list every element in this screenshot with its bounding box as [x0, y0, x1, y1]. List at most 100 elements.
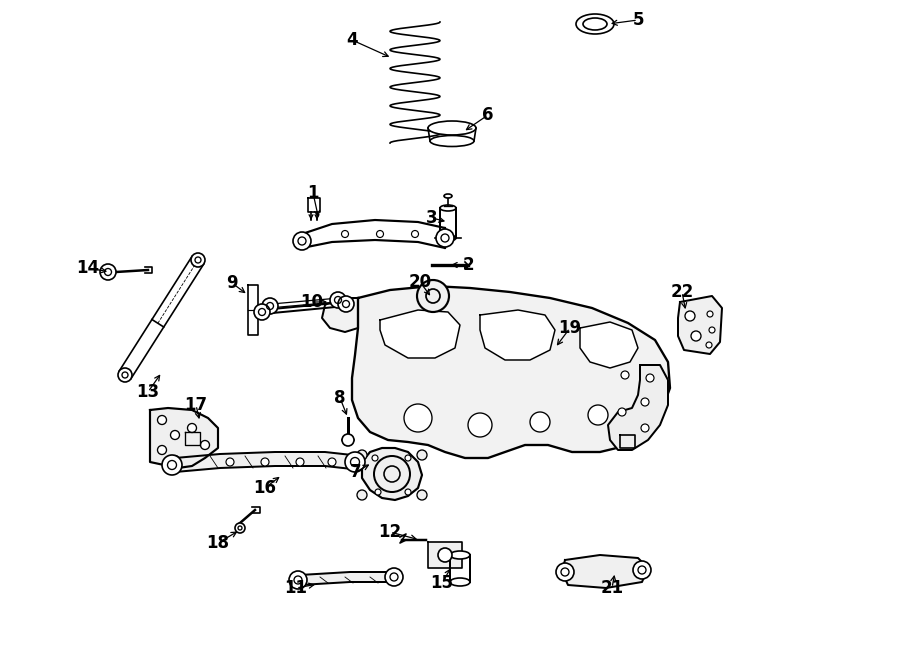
Text: 1: 1 — [307, 184, 319, 202]
Circle shape — [341, 231, 348, 237]
Polygon shape — [380, 310, 460, 358]
Circle shape — [375, 489, 381, 495]
Text: 16: 16 — [254, 479, 276, 497]
Text: 17: 17 — [184, 396, 208, 414]
Circle shape — [201, 440, 210, 449]
Circle shape — [385, 568, 403, 586]
Circle shape — [438, 548, 452, 562]
Polygon shape — [302, 220, 445, 248]
Polygon shape — [150, 408, 218, 468]
Circle shape — [158, 416, 166, 424]
Circle shape — [468, 413, 492, 437]
Polygon shape — [562, 555, 648, 588]
Text: 21: 21 — [600, 579, 624, 597]
Circle shape — [709, 327, 715, 333]
Polygon shape — [480, 310, 555, 360]
Text: 10: 10 — [301, 293, 323, 311]
Polygon shape — [428, 542, 462, 568]
Circle shape — [411, 231, 418, 237]
Circle shape — [226, 458, 234, 466]
Polygon shape — [322, 298, 358, 332]
Text: 5: 5 — [632, 11, 644, 29]
Circle shape — [405, 489, 411, 495]
Text: 4: 4 — [346, 31, 358, 49]
Text: 11: 11 — [284, 579, 308, 597]
Circle shape — [417, 490, 427, 500]
Circle shape — [530, 412, 550, 432]
Circle shape — [374, 456, 410, 492]
Circle shape — [170, 430, 179, 440]
Circle shape — [417, 280, 449, 312]
Circle shape — [646, 374, 654, 382]
Text: 22: 22 — [670, 283, 694, 301]
Text: 18: 18 — [206, 534, 230, 552]
Circle shape — [685, 311, 695, 321]
Circle shape — [691, 331, 701, 341]
Circle shape — [618, 408, 626, 416]
Text: 13: 13 — [137, 383, 159, 401]
Circle shape — [187, 424, 196, 432]
Circle shape — [170, 455, 179, 465]
Text: 8: 8 — [334, 389, 346, 407]
Circle shape — [706, 342, 712, 348]
Circle shape — [357, 490, 367, 500]
Circle shape — [372, 455, 378, 461]
Text: 9: 9 — [226, 274, 238, 292]
Circle shape — [588, 405, 608, 425]
Circle shape — [633, 561, 651, 579]
Text: 3: 3 — [427, 209, 437, 227]
Polygon shape — [175, 452, 352, 472]
Polygon shape — [678, 296, 722, 354]
Circle shape — [289, 571, 307, 589]
Circle shape — [641, 398, 649, 406]
Circle shape — [293, 232, 311, 250]
Circle shape — [404, 404, 432, 432]
Ellipse shape — [444, 194, 452, 198]
Text: 2: 2 — [463, 256, 473, 274]
Circle shape — [436, 229, 454, 247]
Polygon shape — [580, 322, 638, 368]
Circle shape — [100, 264, 116, 280]
Circle shape — [330, 292, 346, 308]
Ellipse shape — [440, 205, 456, 211]
Polygon shape — [608, 365, 668, 450]
Circle shape — [556, 563, 574, 581]
Ellipse shape — [450, 551, 470, 559]
Circle shape — [342, 434, 354, 446]
Ellipse shape — [576, 14, 614, 34]
Circle shape — [158, 446, 166, 455]
Polygon shape — [262, 296, 346, 314]
Circle shape — [641, 424, 649, 432]
Ellipse shape — [450, 578, 470, 586]
Circle shape — [254, 304, 270, 320]
Circle shape — [338, 296, 354, 312]
Circle shape — [296, 458, 304, 466]
Circle shape — [357, 450, 367, 460]
Text: 12: 12 — [378, 523, 401, 541]
Text: 6: 6 — [482, 106, 494, 124]
Circle shape — [261, 458, 269, 466]
Text: 7: 7 — [350, 463, 362, 481]
Text: 15: 15 — [430, 574, 454, 592]
Circle shape — [191, 253, 205, 267]
Circle shape — [417, 450, 427, 460]
Circle shape — [328, 458, 336, 466]
Circle shape — [235, 523, 245, 533]
Text: 19: 19 — [558, 319, 581, 337]
Ellipse shape — [440, 235, 456, 241]
Circle shape — [118, 368, 132, 382]
Text: 20: 20 — [409, 273, 432, 291]
Circle shape — [707, 311, 713, 317]
Circle shape — [621, 371, 629, 379]
Polygon shape — [352, 286, 670, 458]
Text: 14: 14 — [76, 259, 100, 277]
Polygon shape — [362, 448, 422, 500]
Ellipse shape — [428, 121, 476, 135]
Circle shape — [262, 298, 278, 314]
Circle shape — [162, 455, 182, 475]
Polygon shape — [300, 572, 392, 585]
Circle shape — [376, 231, 383, 237]
Circle shape — [345, 452, 365, 472]
Ellipse shape — [430, 136, 474, 147]
Circle shape — [405, 455, 411, 461]
